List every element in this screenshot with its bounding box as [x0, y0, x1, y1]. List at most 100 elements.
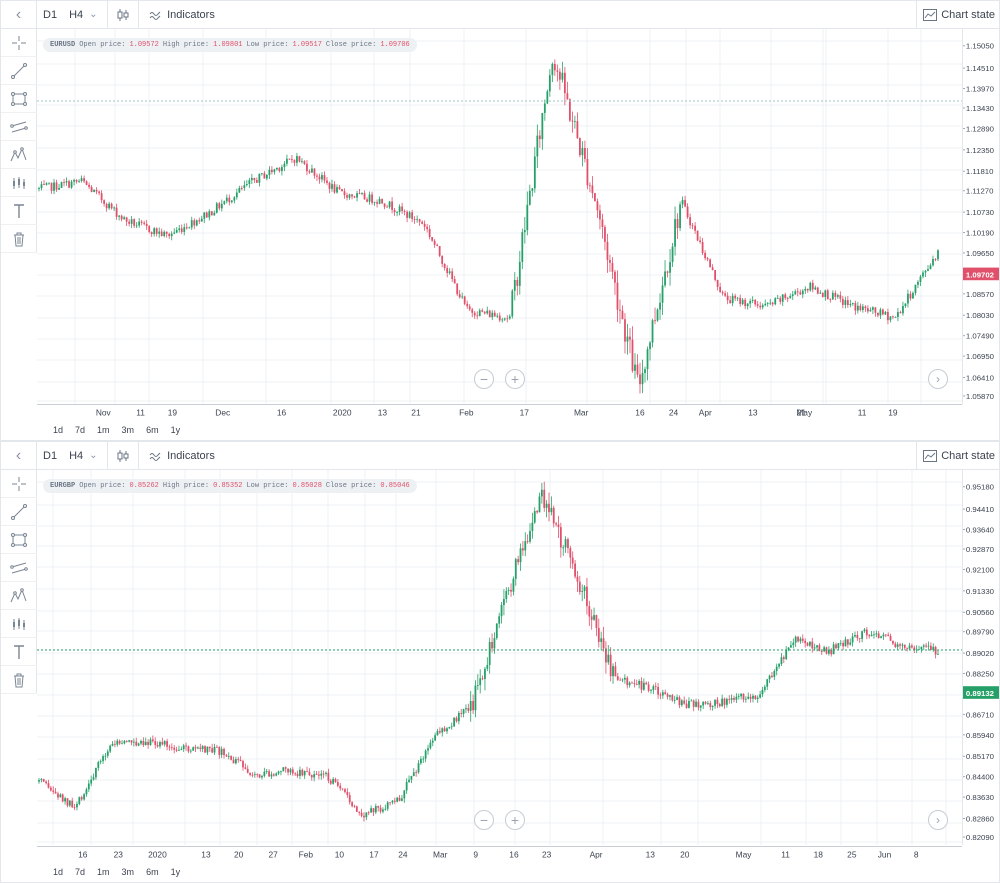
chart-state-button[interactable]: Chart state [916, 442, 999, 470]
time-axis[interactable]: Nov 11 19 Dec 16 2020 13 21 Feb 17 Mar 16 24 Apr 13 21M… [37, 404, 962, 419]
candle [194, 744, 197, 752]
candle [876, 312, 879, 318]
candle [721, 694, 724, 707]
rectangle-tool[interactable] [1, 526, 37, 554]
rectangle-tool[interactable] [1, 85, 37, 113]
indicators-button[interactable]: Indicators [145, 9, 219, 21]
range-6m-button[interactable]: 6m [146, 425, 159, 435]
indicators-button[interactable]: Indicators [145, 450, 219, 462]
y-tick-label: 1.15050 [966, 42, 995, 51]
time-axis[interactable]: 16 23 2020 13 20 27 Feb 10 17 24 Mar 9 16 23 Apr 13 20 Ma… [37, 846, 962, 861]
candle [446, 265, 449, 278]
scroll-right-button[interactable]: › [928, 369, 948, 389]
candle-tool[interactable] [1, 169, 37, 197]
candle [163, 740, 166, 747]
back-button[interactable]: ‹ [1, 0, 37, 29]
range-1m-button[interactable]: 1m [97, 425, 110, 435]
candle [742, 693, 745, 703]
scroll-right-button[interactable]: › [928, 810, 948, 830]
low-value: 0.85028 [292, 482, 322, 490]
candle [320, 770, 323, 780]
candle [606, 233, 609, 273]
candle [313, 168, 316, 179]
candle [483, 311, 486, 315]
text-tool[interactable] [1, 197, 37, 225]
timeframe-d1-button[interactable]: D1 [43, 449, 58, 462]
candle [427, 744, 429, 755]
chevron-down-icon[interactable]: ⌄ [89, 9, 98, 20]
candle [607, 645, 610, 665]
candle [609, 254, 611, 272]
candle [298, 155, 301, 163]
candle [600, 631, 603, 650]
zoom-in-button[interactable]: + [505, 810, 525, 830]
timeframe-d1-button[interactable]: D1 [43, 8, 58, 21]
high-label: High price: [162, 41, 210, 49]
candle [434, 732, 437, 741]
candle [716, 279, 719, 291]
candle [488, 309, 491, 318]
chart-type-button[interactable] [114, 449, 132, 463]
y-tick-label: 0.91330 [966, 587, 995, 596]
pattern-tool[interactable] [1, 141, 37, 169]
candle [688, 697, 690, 709]
candle [83, 175, 85, 184]
candle [711, 264, 714, 271]
price-chart-eurusd[interactable] [37, 29, 962, 404]
timeframe-h4-button[interactable]: H4 [69, 8, 84, 21]
back-button[interactable]: ‹ [1, 441, 37, 470]
candle [785, 646, 788, 661]
timeframe-h4-button[interactable]: H4 [69, 449, 84, 462]
candle [149, 737, 152, 746]
candle [581, 141, 584, 167]
y-tick-label: 0.83630 [966, 793, 995, 802]
candle [168, 744, 171, 751]
price-axis[interactable]: 0.95180 0.94410 0.93640 0.92870 0.92100 0.913… [962, 470, 999, 845]
chevron-down-icon[interactable]: ⌄ [89, 450, 98, 461]
candle [761, 686, 764, 698]
range-1m-button[interactable]: 1m [97, 867, 110, 877]
candle [479, 669, 482, 694]
range-1y-button[interactable]: 1y [170, 425, 181, 435]
range-3m-button[interactable]: 3m [121, 867, 135, 877]
pattern-tool[interactable] [1, 582, 37, 610]
range-1d-button[interactable]: 1d [53, 867, 64, 877]
trendline-tool[interactable] [1, 57, 37, 85]
range-7d-button[interactable]: 7d [75, 425, 86, 435]
candle [616, 673, 619, 682]
candle [308, 768, 311, 777]
channel-tool[interactable] [1, 113, 37, 141]
candle [382, 807, 384, 814]
candle [205, 211, 208, 218]
crosshair-tool[interactable] [1, 470, 37, 498]
chart-state-button[interactable]: Chart state [916, 1, 999, 29]
channel-tool[interactable] [1, 554, 37, 582]
x-tick-label: 11 [781, 849, 790, 859]
candle [880, 635, 882, 639]
candle-tool[interactable] [1, 610, 37, 638]
price-chart-eurgbp[interactable] [37, 470, 962, 845]
delete-tool[interactable] [1, 666, 37, 694]
price-axis[interactable]: 1.15050 1.14510 1.13970 1.13430 1.12890 1.123… [962, 29, 999, 404]
candle [455, 716, 458, 723]
range-6m-button[interactable]: 6m [146, 867, 159, 877]
delete-tool[interactable] [1, 225, 37, 253]
range-1d-button[interactable]: 1d [53, 425, 64, 435]
trendline-tool[interactable] [1, 498, 37, 526]
chart-type-button[interactable] [114, 8, 132, 22]
zoom-in-button[interactable]: + [505, 369, 525, 389]
range-7d-button[interactable]: 7d [75, 867, 86, 877]
candle [496, 313, 499, 319]
candle [70, 179, 73, 189]
range-3m-button[interactable]: 3m [121, 425, 135, 435]
candle [322, 770, 325, 779]
text-tool[interactable] [1, 638, 37, 666]
candle [361, 192, 363, 196]
candle [564, 536, 567, 553]
range-1y-button[interactable]: 1y [170, 867, 181, 877]
candle [192, 746, 195, 751]
zoom-out-button[interactable]: − [474, 810, 494, 830]
crosshair-tool[interactable] [1, 29, 37, 57]
zoom-out-button[interactable]: − [474, 369, 494, 389]
candle [629, 328, 631, 354]
